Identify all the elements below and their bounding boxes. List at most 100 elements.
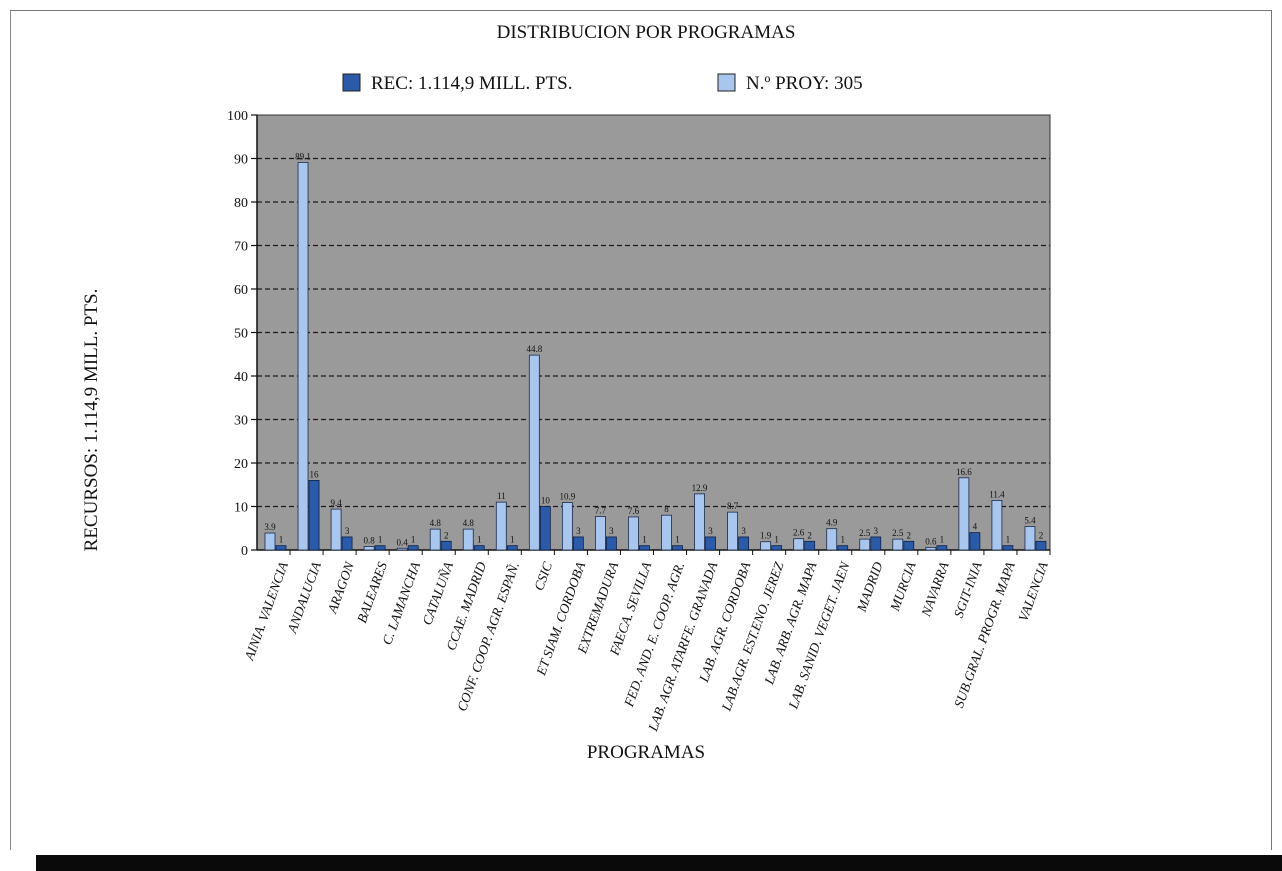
data-label-proy: 2	[1039, 530, 1044, 540]
bar-proy	[473, 545, 485, 551]
data-label-rec: 2.5	[892, 528, 904, 538]
data-label-proy: 1	[279, 535, 284, 545]
data-label-proy: 1	[675, 535, 680, 545]
data-label-proy: 1	[642, 535, 647, 545]
y-tick-label: 50	[234, 327, 248, 342]
data-label-rec: 7.6	[628, 506, 640, 516]
bar-rec	[363, 546, 375, 551]
bar-rec	[958, 477, 970, 551]
data-label-proy: 2	[444, 530, 449, 540]
x-tick-label: NAVARRA	[918, 559, 952, 619]
data-label-rec: 11.4	[989, 489, 1005, 499]
bar-proy	[903, 540, 915, 551]
bar-proy	[275, 545, 287, 551]
bar-rec	[429, 528, 441, 551]
x-tick-label: CATALUÑA	[419, 559, 456, 627]
bar-proy	[771, 545, 783, 551]
bar-rec	[561, 502, 573, 551]
data-label-proy: 2	[807, 530, 812, 540]
x-tick-label: MURCIA	[887, 559, 919, 614]
data-label-proy: 1	[411, 535, 416, 545]
data-label-proy: 10	[541, 496, 551, 506]
x-tick-label: SGIT-INIA	[951, 559, 985, 620]
bar-proy	[506, 545, 518, 551]
data-label-proy: 3	[576, 526, 581, 536]
bar-proy	[1035, 540, 1047, 551]
x-tick-label: CSIC	[531, 559, 555, 593]
data-label-rec: 2.5	[859, 528, 871, 538]
x-tick-label: ANDALUCIA	[284, 559, 324, 636]
y-tick-label: 30	[234, 414, 248, 429]
bar-proy	[837, 545, 849, 551]
bar-proy	[969, 532, 981, 551]
data-label-proy: 1	[840, 535, 845, 545]
bar-proy	[639, 545, 650, 551]
bar-rec	[859, 538, 871, 551]
bar-rec	[264, 532, 276, 551]
bar-proy	[572, 536, 584, 551]
legend-label: REC: 1.114,9 MILL. PTS.	[371, 73, 572, 94]
data-label-rec: 44.8	[526, 344, 542, 354]
y-tick-label: 100	[227, 109, 248, 124]
y-tick-label: 10	[234, 501, 248, 516]
legend-label: N.º PROY: 305	[746, 73, 863, 94]
data-label-rec: 1.9	[760, 531, 772, 541]
y-tick-label: 90	[234, 153, 248, 168]
data-label-rec: 9.4	[330, 498, 342, 508]
bottom-shadow-bar	[36, 855, 1282, 871]
bar-rec	[1024, 526, 1036, 551]
bar-proy	[672, 545, 683, 551]
data-label-rec: 4.9	[826, 518, 838, 528]
y-tick-label: 80	[234, 196, 248, 211]
bar-rec	[628, 516, 639, 551]
data-label-proy: 1	[378, 535, 383, 545]
data-label-rec: 10.9	[560, 492, 576, 502]
data-label-proy: 3	[708, 526, 713, 536]
bar-rec	[793, 538, 805, 551]
data-label-rec: 7.7	[595, 506, 607, 516]
bar-rec	[396, 547, 408, 551]
data-label-rec: 4.8	[430, 518, 442, 528]
x-tick-label: FED. AND. E. COOP. AGR.	[621, 560, 688, 710]
bar-proy	[341, 536, 353, 551]
bar-proy	[440, 540, 452, 551]
bar-rec	[330, 508, 342, 551]
bar-rec	[297, 162, 309, 551]
bar-rec	[991, 500, 1003, 551]
x-tick-label: AINIA. VALENCIA	[241, 559, 291, 663]
data-label-rec: 11	[497, 491, 506, 501]
data-label-proy: 1	[940, 535, 945, 545]
bar-proy	[738, 536, 749, 551]
bar-rec	[462, 528, 474, 551]
y-tick-label: 60	[234, 283, 248, 298]
bar-proy	[606, 536, 617, 551]
bar-rec	[826, 528, 838, 551]
y-tick-label: 20	[234, 457, 248, 472]
data-label-proy: 3	[609, 526, 614, 536]
data-label-proy: 1	[510, 535, 515, 545]
x-tick-label: ARAGON	[324, 559, 357, 616]
legend-swatch	[717, 73, 736, 92]
data-label-proy: 1	[774, 535, 779, 545]
data-label-rec: 12.9	[692, 483, 708, 493]
bar-proy	[936, 545, 948, 551]
data-label-proy: 1	[477, 535, 482, 545]
data-label-proy: 1	[1006, 535, 1011, 545]
bar-rec	[727, 511, 738, 551]
data-label-rec: 2.6	[793, 528, 805, 538]
bar-rec	[694, 493, 705, 551]
bar-proy	[407, 545, 419, 551]
x-tick-label: MADRID	[853, 560, 885, 615]
y-tick-label: 40	[234, 370, 248, 385]
bar-proy	[539, 506, 551, 551]
bar-rec	[661, 514, 672, 551]
bar-proy	[1002, 545, 1014, 551]
bar-proy	[308, 479, 320, 551]
x-tick-label: LAB.AGR. EST.ENO. JEREZ	[718, 559, 786, 713]
data-label-proy: 4	[973, 522, 978, 532]
data-label-rec: 8.7	[727, 501, 739, 511]
data-label-rec: 0.6	[925, 536, 937, 546]
x-axis-label: PROGRAMAS	[587, 742, 705, 763]
